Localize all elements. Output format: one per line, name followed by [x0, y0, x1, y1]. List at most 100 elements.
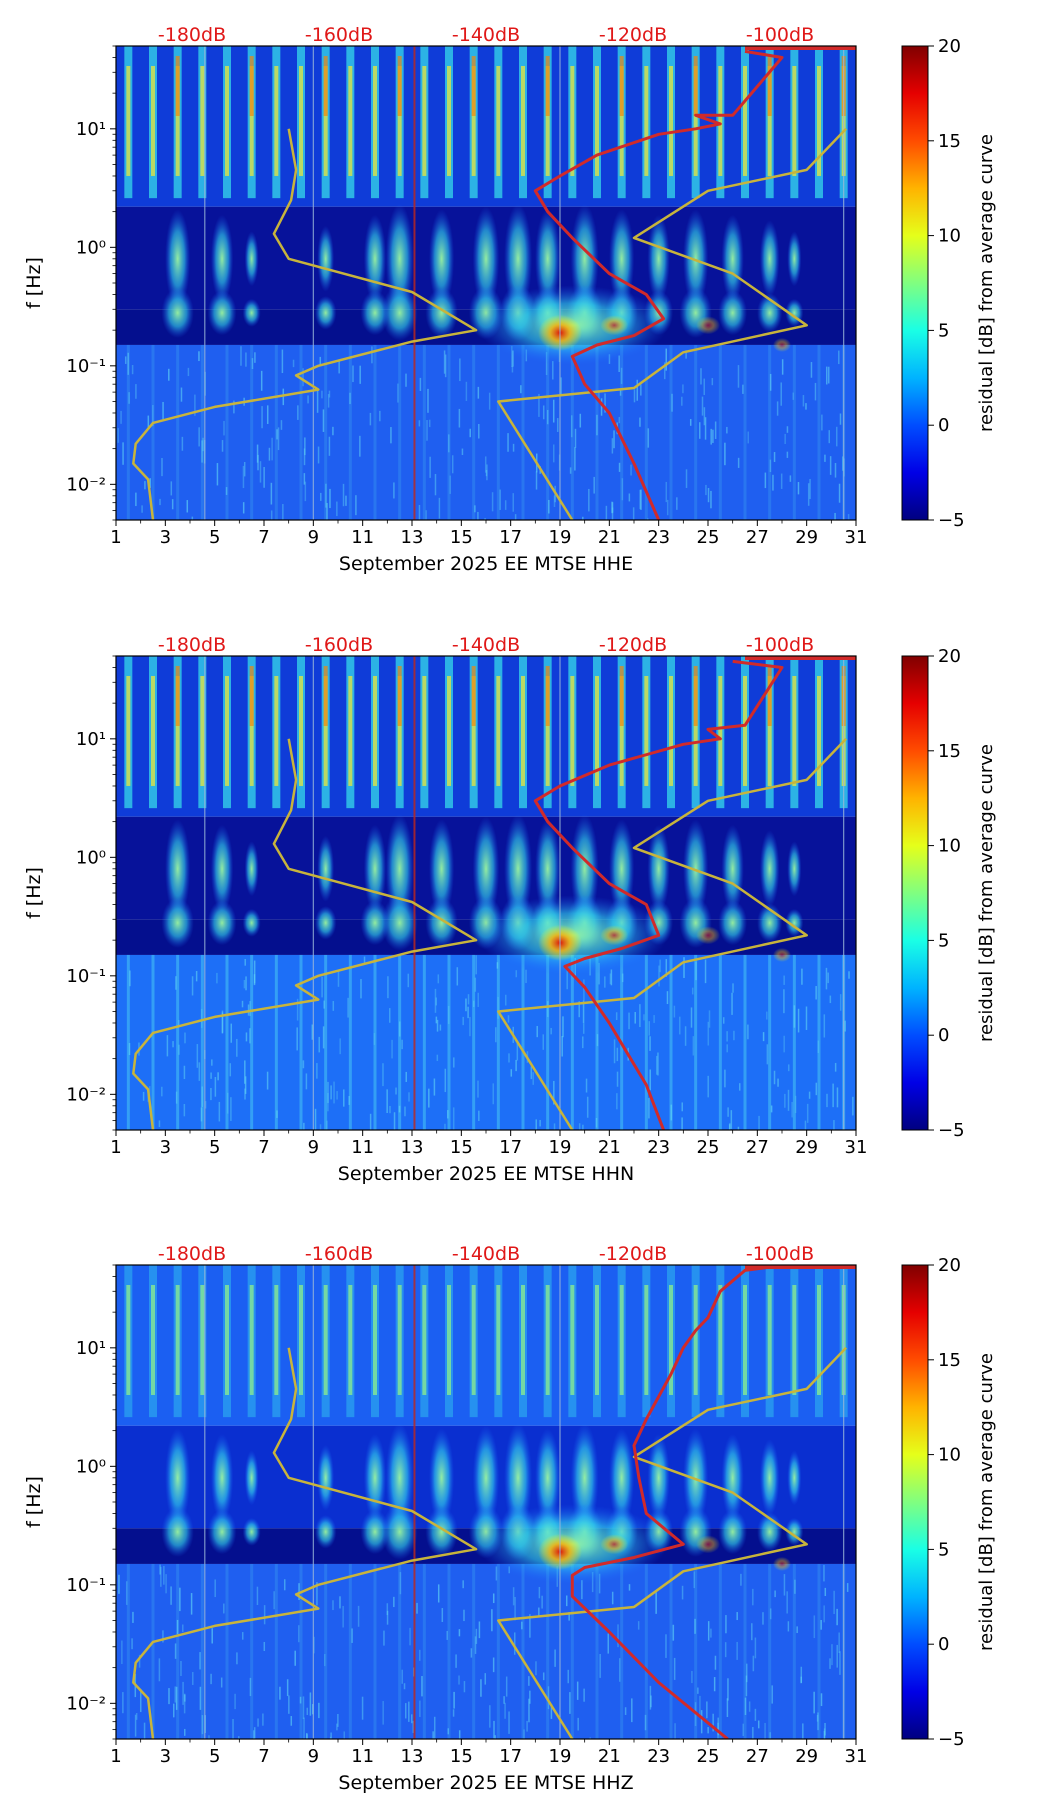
noise-speckle — [794, 1095, 797, 1114]
noise-speckle — [343, 1731, 346, 1739]
noise-speckle — [238, 1736, 240, 1739]
low-freq-stripe — [200, 344, 204, 520]
noise-speckle — [141, 505, 143, 513]
activity-blob — [787, 231, 802, 287]
noise-speckle — [451, 455, 454, 474]
activity-blob — [381, 894, 418, 951]
low-freq-stripe — [447, 954, 451, 1130]
noise-speckle — [316, 1063, 318, 1079]
noise-speckle — [369, 1113, 372, 1130]
noise-speckle — [383, 1630, 385, 1646]
noise-speckle — [647, 428, 650, 448]
noise-speckle — [303, 1122, 305, 1130]
noise-speckle — [496, 962, 499, 969]
activity-blob — [317, 835, 335, 902]
diurnal-stripe-core — [693, 1285, 698, 1395]
noise-speckle — [204, 1101, 207, 1109]
diurnal-stripe-core — [323, 676, 328, 786]
noise-speckle — [292, 359, 295, 368]
activity-blob — [161, 1506, 194, 1558]
x-tick-label: 13 — [401, 527, 424, 548]
low-freq-stripe — [669, 954, 673, 1130]
noise-speckle — [433, 1716, 436, 1739]
noise-speckle — [757, 1720, 760, 1729]
noise-speckle — [317, 446, 320, 464]
noise-speckle — [672, 1624, 675, 1641]
noise-speckle — [737, 1126, 740, 1130]
noise-speckle — [196, 1044, 199, 1068]
noise-speckle — [263, 467, 265, 488]
noise-speckle — [670, 1104, 673, 1121]
diurnal-stripe-core — [496, 1285, 501, 1395]
noise-speckle — [195, 971, 198, 982]
diurnal-stripe-core — [693, 66, 698, 176]
noise-speckle — [349, 392, 351, 405]
noise-speckle — [839, 994, 842, 1011]
diurnal-stripe-core — [619, 1285, 624, 1395]
noise-speckle — [263, 1605, 266, 1625]
y-axis-label: f [Hz] — [23, 1476, 45, 1528]
x-tick-label: 3 — [160, 527, 171, 548]
noise-speckle — [475, 1628, 478, 1644]
noise-speckle — [199, 1686, 202, 1710]
diurnal-stripe-core — [200, 66, 205, 176]
band-high-freq — [116, 656, 856, 817]
noise-speckle — [456, 967, 459, 986]
noise-speckle — [273, 1591, 275, 1610]
db-scale-label: -180dB — [158, 1243, 226, 1265]
x-tick-label: 21 — [598, 527, 621, 548]
noise-speckle — [838, 1632, 840, 1654]
low-freq-stripe — [348, 1563, 352, 1739]
noise-speckle — [304, 437, 306, 456]
noise-speckle — [257, 454, 259, 471]
noise-speckle — [783, 1035, 785, 1053]
noise-speckle — [836, 1608, 838, 1626]
noise-speckle — [692, 1036, 695, 1056]
noise-speckle — [530, 1066, 533, 1080]
noise-speckle — [129, 970, 131, 987]
noise-speckle — [304, 481, 307, 502]
diurnal-stripe-core — [175, 1285, 180, 1395]
noise-speckle — [218, 1101, 221, 1122]
low-freq-stripe — [299, 1563, 303, 1739]
noise-speckle — [225, 487, 228, 495]
diurnal-stripe-core — [348, 676, 353, 786]
noise-speckle — [801, 968, 803, 985]
noise-speckle — [412, 1720, 415, 1734]
noise-speckle — [201, 440, 203, 463]
storm-peak — [696, 1535, 720, 1554]
noise-speckle — [691, 987, 694, 995]
activity-blob — [244, 231, 259, 287]
noise-speckle — [710, 490, 712, 509]
noise-speckle — [233, 400, 235, 414]
noise-speckle — [253, 1738, 255, 1739]
noise-speckle — [726, 426, 728, 434]
noise-speckle — [245, 1032, 248, 1042]
activity-blob — [683, 819, 709, 919]
noise-speckle — [254, 352, 256, 363]
noise-speckle — [244, 1088, 246, 1100]
noise-speckle — [281, 349, 284, 374]
activity-blob — [242, 298, 261, 327]
noise-speckle — [175, 1686, 178, 1710]
noise-speckle — [781, 359, 784, 375]
noise-speckle — [784, 1093, 786, 1108]
noise-speckle — [303, 473, 306, 485]
noise-speckle — [401, 1669, 403, 1684]
activity-blob — [425, 287, 458, 339]
db-scale-label: -100dB — [746, 24, 814, 46]
low-freq-stripe — [694, 954, 698, 1130]
y-tick-label: 10⁻² — [66, 1693, 106, 1714]
diurnal-stripe-core — [669, 676, 673, 786]
noise-speckle — [505, 994, 507, 1006]
noise-speckle — [504, 500, 507, 510]
y-tick-label: 10¹ — [76, 119, 106, 140]
noise-speckle — [306, 1707, 309, 1716]
colorbar-tick-label: 10 — [938, 836, 961, 857]
noise-speckle — [536, 1025, 538, 1038]
noise-speckle — [805, 403, 807, 410]
noise-speckle — [783, 989, 785, 1014]
x-tick-label: 25 — [697, 1137, 720, 1158]
noise-speckle — [655, 1592, 657, 1614]
noise-speckle — [548, 499, 550, 514]
